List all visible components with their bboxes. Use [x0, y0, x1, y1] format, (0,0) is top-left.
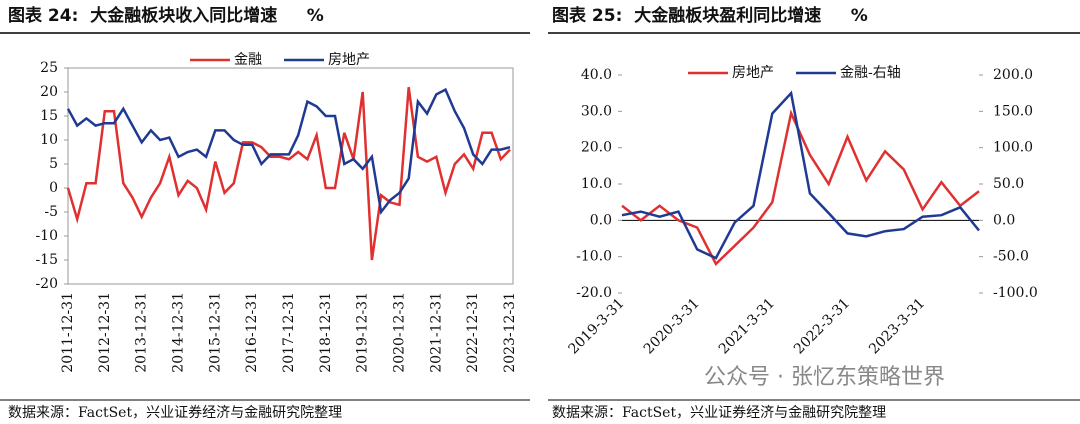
series-line — [66, 87, 511, 261]
x-tick-label: 2019-12-31 — [355, 292, 371, 373]
y-tick-label: 30.0 — [581, 103, 612, 119]
y-tick-label: 40.0 — [581, 67, 612, 83]
x-tick-label: 2022-3-31 — [791, 295, 853, 357]
legend-label: 房地产 — [732, 65, 774, 81]
x-tick-label: 2021-3-31 — [716, 295, 778, 357]
x-tick-label: 2021-12-31 — [428, 292, 444, 373]
y-tick-label: 20 — [40, 84, 58, 100]
x-tick-label: 2022-12-31 — [465, 292, 481, 373]
y-tick-label: 10 — [40, 132, 58, 148]
y-tick-label: -15 — [35, 252, 58, 268]
series-line — [66, 87, 511, 216]
series-line — [621, 90, 980, 260]
series-line — [621, 109, 980, 266]
x-tick-label: 2015-12-31 — [207, 292, 223, 373]
x-tick-label: 2016-12-31 — [244, 292, 260, 373]
x-tick-label: 2023-3-31 — [866, 295, 928, 357]
y2-tick-label: 50.0 — [993, 176, 1024, 192]
y-tick-label: -10.0 — [576, 249, 612, 265]
x-tick-label: 2023-12-31 — [502, 292, 518, 373]
y2-tick-label: 0.0 — [993, 212, 1015, 228]
y-tick-label: 0.0 — [590, 212, 612, 228]
y2-tick-label: -50.0 — [993, 249, 1029, 265]
y2-tick-label: 150.0 — [993, 103, 1033, 119]
y-tick-label: 15 — [40, 108, 58, 124]
chart-title: 图表 24: 大金融板块收入同比增速 % — [8, 5, 324, 26]
y-tick-label: 20.0 — [581, 140, 612, 156]
x-tick-label: 2013-12-31 — [134, 292, 150, 373]
y-tick-label: -10 — [35, 228, 58, 244]
x-tick-label: 2018-12-31 — [318, 292, 334, 373]
legend-label: 金融 — [234, 52, 262, 68]
y2-tick-label: -100.0 — [993, 285, 1038, 301]
source: 数据来源：FactSet，兴业证券经济与金融研究院整理 — [8, 405, 342, 421]
x-tick-label: 2014-12-31 — [171, 292, 187, 373]
y2-tick-label: 200.0 — [993, 67, 1033, 83]
x-tick-label: 2020-3-31 — [641, 295, 703, 357]
x-tick-label: 2011-12-31 — [60, 292, 76, 373]
watermark: 公众号 · 张忆东策略世界 — [704, 365, 945, 390]
y-tick-label: 5 — [49, 156, 58, 172]
source: 数据来源：FactSet，兴业证券经济与金融研究院整理 — [552, 405, 886, 421]
y-tick-label: 25 — [40, 60, 58, 76]
x-tick-label: 2019-3-31 — [566, 295, 628, 357]
y-tick-label: 10.0 — [581, 176, 612, 192]
y2-tick-label: 100.0 — [993, 140, 1033, 156]
chart-title: 图表 25: 大金融板块盈利同比增速 % — [552, 5, 868, 26]
legend-label: 金融-右轴 — [840, 65, 901, 81]
y-tick-label: -20.0 — [576, 285, 612, 301]
x-tick-label: 2020-12-31 — [392, 292, 408, 373]
x-tick-label: 2017-12-31 — [281, 292, 297, 373]
y-tick-label: -20 — [35, 276, 58, 292]
y-tick-label: -5 — [44, 204, 58, 220]
plot-frame — [67, 67, 514, 285]
y-tick-label: 0 — [49, 180, 58, 196]
x-tick-label: 2012-12-31 — [97, 292, 113, 373]
legend-label: 房地产 — [328, 52, 370, 68]
